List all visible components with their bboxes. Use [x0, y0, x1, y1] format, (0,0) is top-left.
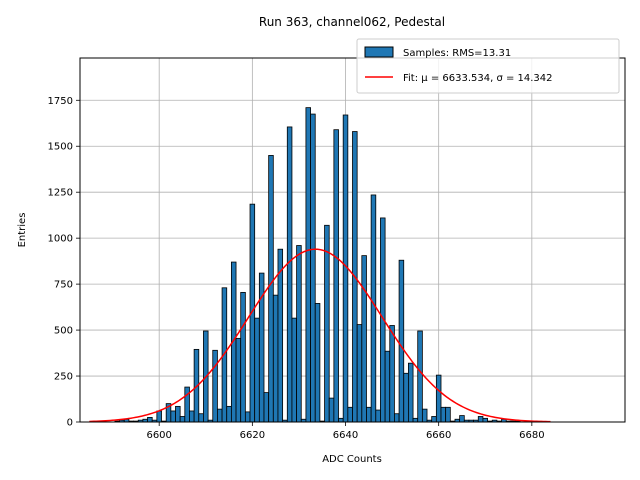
- histogram-bar: [314, 303, 321, 423]
- legend: Samples: RMS=13.31 Fit: μ = 6633.534, σ …: [356, 38, 620, 94]
- histogram-bar: [291, 317, 298, 423]
- legend-box: [356, 38, 620, 94]
- histogram-bar: [347, 406, 353, 423]
- histogram-bar: [217, 408, 223, 423]
- histogram-bar: [244, 411, 251, 423]
- x-tick-label: 6620: [240, 430, 265, 441]
- histogram-bar: [254, 317, 260, 423]
- y-axis-label: Entries: [17, 213, 28, 248]
- histogram-bar: [403, 372, 409, 423]
- histogram-bar: [333, 129, 339, 423]
- histogram-bar: [277, 248, 284, 423]
- y-tick-label: 0: [67, 418, 73, 429]
- histogram-bar: [398, 259, 405, 423]
- histogram-bar: [431, 416, 437, 423]
- histogram-bar: [440, 406, 447, 423]
- histogram-bar: [477, 416, 484, 423]
- histogram-bar: [459, 415, 465, 423]
- histogram-bar: [272, 294, 279, 423]
- histogram-bar: [226, 405, 232, 423]
- y-tick-label: 500: [54, 326, 73, 337]
- histogram-bar: [356, 324, 363, 423]
- histogram-bar: [268, 155, 274, 423]
- fit-curve: [89, 248, 551, 423]
- histogram-bar: [338, 417, 344, 423]
- plot-frame: [79, 57, 626, 423]
- histogram-bar: [305, 107, 311, 423]
- histogram-bar: [147, 417, 153, 423]
- histogram-bar: [370, 194, 377, 423]
- histogram-bar: [170, 410, 176, 423]
- histogram-bar: [179, 416, 186, 423]
- legend-samples-swatch: [364, 46, 394, 58]
- x-tick-label: 6680: [519, 430, 544, 441]
- y-tick-label: 1000: [48, 234, 73, 245]
- legend-fit-label: Fit: μ = 6633.534, σ = 14.342: [403, 73, 553, 84]
- histogram-bar: [296, 245, 302, 423]
- histogram-bar: [361, 255, 367, 423]
- chart-title: Run 363, channel062, Pedestal: [259, 15, 445, 29]
- histogram-bar: [384, 350, 391, 423]
- histogram-bar: [310, 113, 316, 423]
- histogram-bar: [407, 362, 414, 423]
- histogram-bar: [412, 417, 419, 423]
- histogram-bar: [184, 386, 190, 423]
- histogram-bar: [286, 126, 293, 423]
- histogram-bar: [482, 417, 488, 423]
- y-tick-label: 250: [54, 372, 73, 383]
- histogram-bar: [394, 413, 400, 423]
- histogram-bar: [435, 374, 442, 423]
- histogram-bar: [445, 406, 451, 423]
- histogram-bar: [263, 392, 270, 423]
- histogram-bar: [421, 408, 428, 423]
- x-axis-label: ADC Counts: [322, 454, 382, 465]
- histogram-bar: [366, 406, 372, 423]
- histogram-bar: [328, 397, 335, 423]
- histogram-bar: [198, 413, 204, 423]
- y-tick-label: 750: [54, 280, 73, 291]
- legend-samples-label: Samples: RMS=13.31: [403, 48, 511, 59]
- histogram-bar: [212, 349, 218, 423]
- histogram-bar: [175, 405, 181, 423]
- x-tick-label: 6600: [146, 430, 171, 441]
- x-axis-ticks: 6600 6620 6640 6660 6680: [146, 422, 545, 441]
- y-tick-label: 1500: [48, 142, 73, 153]
- histogram-bar: [375, 409, 381, 423]
- x-tick-label: 6640: [333, 430, 358, 441]
- histogram-bar: [417, 330, 423, 423]
- histogram-bar: [240, 291, 246, 423]
- y-tick-label: 1750: [48, 96, 73, 107]
- histogram-bar: [324, 224, 330, 423]
- x-tick-label: 6660: [426, 430, 451, 441]
- y-axis-ticks: 0 250 500 750 1000 1250 1500 1750: [48, 96, 80, 429]
- histogram-bar: [189, 410, 195, 423]
- histogram-bar: [235, 337, 242, 423]
- histogram-bar: [156, 410, 162, 423]
- y-tick-label: 1250: [48, 188, 73, 199]
- histogram-bar: [389, 325, 395, 423]
